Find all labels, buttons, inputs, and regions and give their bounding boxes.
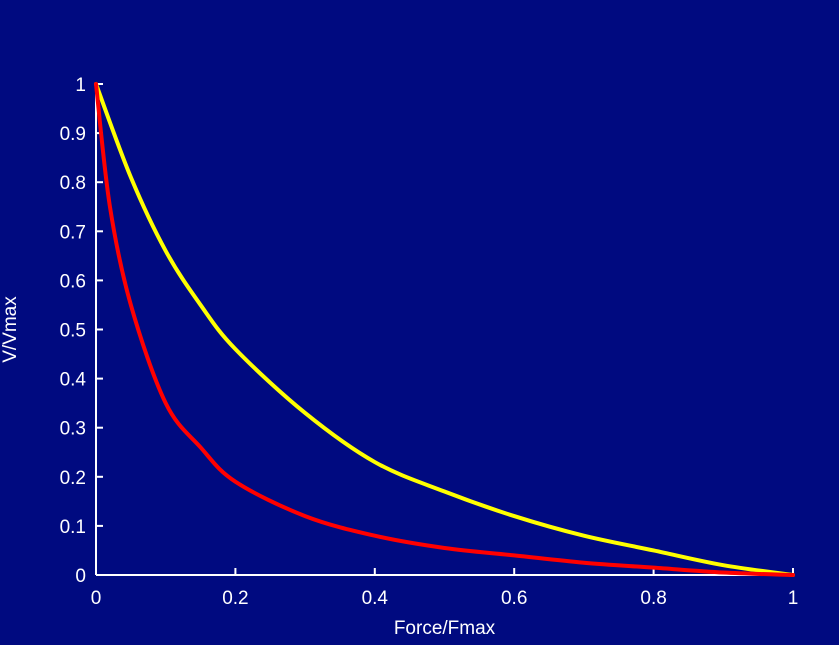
y-tick-label: 0.2 <box>60 468 86 489</box>
x-tick-label: 0.4 <box>362 588 389 609</box>
y-tick-label: 0.7 <box>60 222 86 243</box>
y-axis-label: V/Vmax <box>0 296 21 363</box>
x-tick-label: 0.2 <box>222 588 248 609</box>
y-tick-label: 0 <box>75 566 86 587</box>
y-tick-label: 0.1 <box>60 517 86 538</box>
y-tick-label: 0.5 <box>60 321 86 342</box>
y-tick-label: 0.9 <box>60 124 86 145</box>
series-lines <box>94 82 795 577</box>
x-tick-label: 0 <box>91 588 102 609</box>
y-tick-label: 1 <box>75 75 86 96</box>
series-line-yellow <box>94 82 795 577</box>
x-tick-label: 0.8 <box>640 588 666 609</box>
series-line-red <box>94 82 795 577</box>
x-axis-label: Force/Fmax <box>394 618 496 639</box>
y-tick-label: 0.3 <box>60 419 86 440</box>
x-tick-label: 0.6 <box>501 588 527 609</box>
y-tick-label: 0.6 <box>60 271 86 292</box>
x-tick-label: 1 <box>788 588 799 609</box>
ticks: 0 0.2 0.4 0.6 0.8 1 0 0.1 0.2 0.3 0.4 0.5 0.6 0.7 0.8 0… <box>60 75 799 609</box>
axes <box>95 84 793 576</box>
y-tick-label: 0.4 <box>60 370 87 391</box>
y-tick-label: 0.8 <box>60 173 86 194</box>
